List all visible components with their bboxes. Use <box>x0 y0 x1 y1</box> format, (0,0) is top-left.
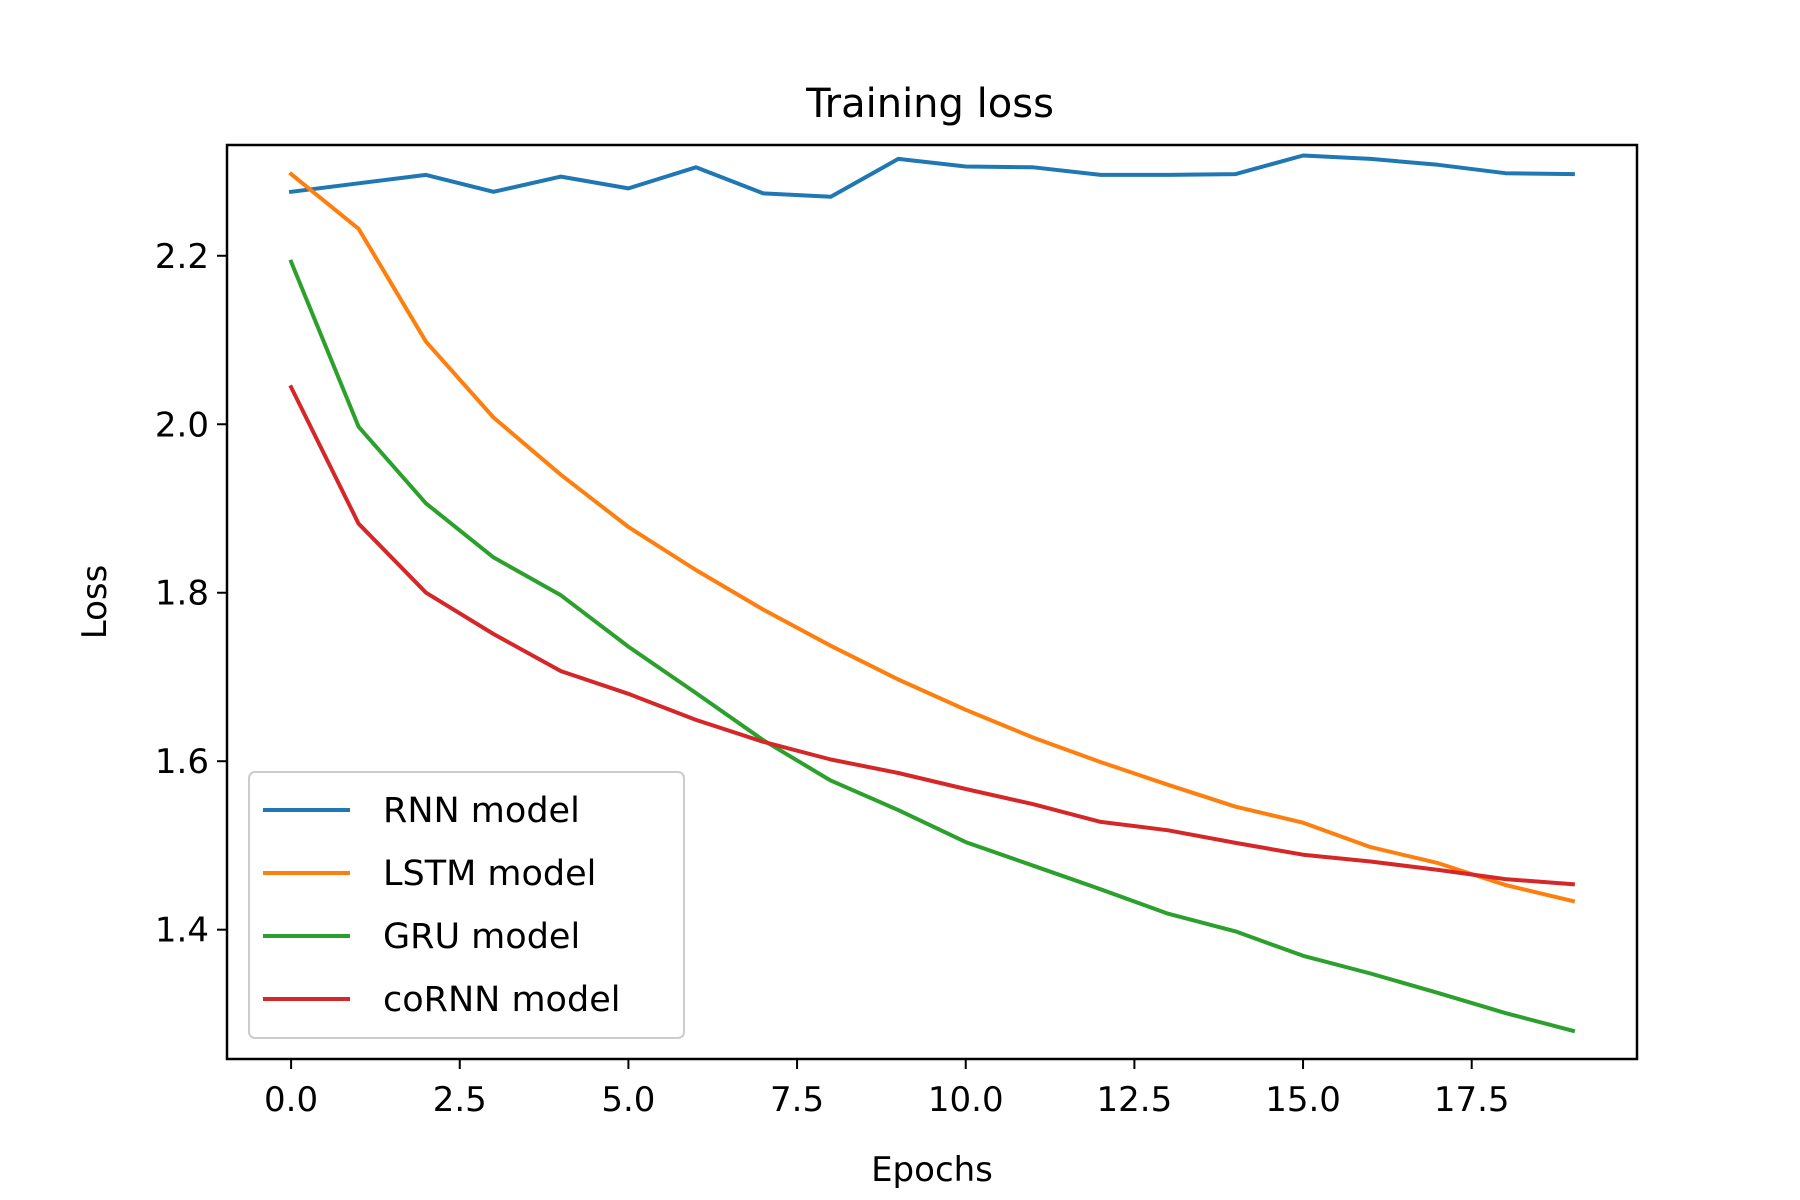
x-axis: 0.0 2.5 5.0 7.5 10.0 12.5 15.0 17.5 <box>264 1059 1510 1120</box>
y-tick-label: 2.2 <box>155 237 209 277</box>
y-tick-label: 1.6 <box>155 742 209 782</box>
plot-series <box>288 153 1576 1034</box>
gru-model-line <box>288 259 1576 1034</box>
y-axis: 1.4 1.6 1.8 2.0 2.2 <box>155 237 227 951</box>
x-tick-label: 12.5 <box>1097 1080 1173 1120</box>
x-tick-label: 15.0 <box>1265 1080 1341 1120</box>
rnn-model-line <box>288 153 1575 199</box>
y-tick-label: 2.0 <box>155 405 209 445</box>
x-tick-label: 17.5 <box>1434 1080 1510 1120</box>
cornn-model-line <box>288 384 1576 887</box>
legend: RNN model LSTM model GRU model coRNN model <box>248 771 685 1039</box>
legend-label-lstm-model: LSTM model <box>383 854 596 894</box>
x-tick-label: 7.5 <box>770 1080 824 1120</box>
legend-label-rnn-model: RNN model <box>383 791 580 831</box>
y-axis-label: Loss <box>75 565 115 640</box>
x-tick-label: 10.0 <box>928 1080 1004 1120</box>
y-tick-label: 1.4 <box>155 911 209 951</box>
x-tick-label: 0.0 <box>264 1080 318 1120</box>
legend-box <box>248 771 685 1039</box>
legend-label-cornn-model: coRNN model <box>383 980 620 1020</box>
x-tick-label: 2.5 <box>433 1080 487 1120</box>
chart-title: Training loss <box>805 81 1054 127</box>
legend-label-gru-model: GRU model <box>383 917 580 957</box>
y-tick-label: 1.8 <box>155 574 209 614</box>
x-axis-label: Epochs <box>871 1150 993 1190</box>
x-tick-label: 5.0 <box>601 1080 655 1120</box>
lstm-model-line <box>288 171 1576 904</box>
plot-frame <box>225 143 1639 1061</box>
